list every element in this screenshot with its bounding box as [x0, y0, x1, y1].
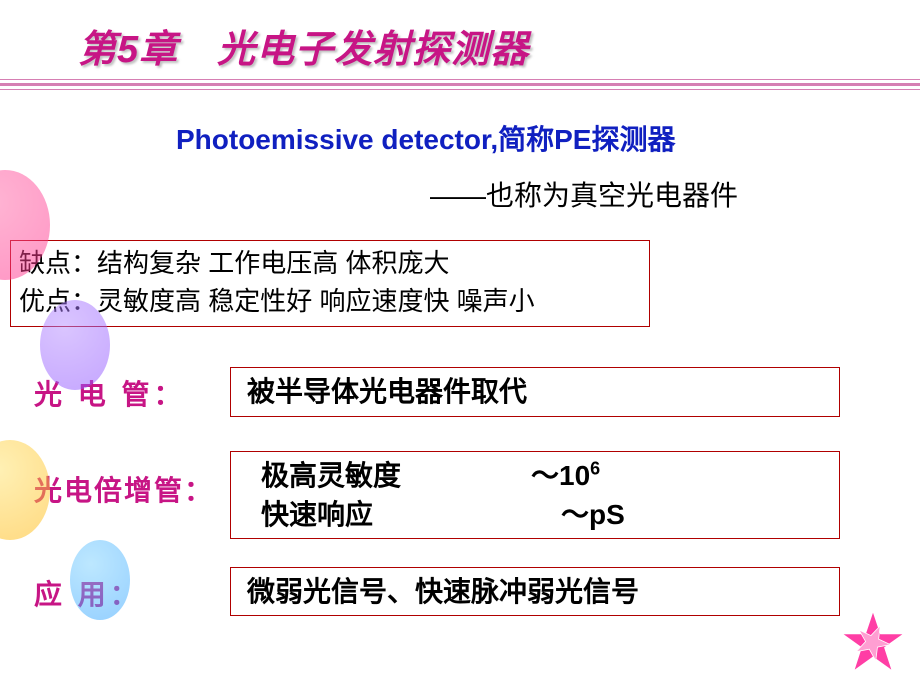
balloon-decoration [40, 300, 110, 390]
row-phototube: 光 电 管： 被半导体光电器件取代 [0, 367, 920, 416]
star-decoration [838, 607, 908, 682]
pros-cons-box: 缺点：结构复杂 工作电压高 体积庞大 优点：灵敏度高 稳定性好 响应速度快 噪声… [10, 240, 650, 327]
label-phototube: 光 电 管： [0, 367, 230, 413]
content-pmt: 极高灵敏度 ～106 快速响应 ～pS [230, 451, 840, 539]
cons-line: 缺点：结构复杂 工作电压高 体积庞大 [19, 245, 641, 283]
subtitle-alias: ——也称为真空光电器件 [430, 174, 920, 214]
page-title: 第5章 光电子发射探测器 [78, 18, 920, 73]
row-application: 应 用： 微弱光信号、快速脉冲弱光信号 [0, 567, 920, 616]
title-rules [0, 79, 920, 90]
content-phototube: 被半导体光电器件取代 [230, 367, 840, 416]
pros-line: 优点：灵敏度高 稳定性好 响应速度快 噪声小 [19, 283, 641, 321]
pmt-response-label: 快速响应 [261, 495, 531, 534]
content-application: 微弱光信号、快速脉冲弱光信号 [230, 567, 840, 616]
pmt-sensitivity-value: ～106 [531, 456, 681, 495]
pmt-sensitivity-label: 极高灵敏度 [261, 456, 531, 495]
balloon-decoration [70, 540, 130, 620]
pmt-response-value: ～pS [531, 495, 681, 534]
subtitle-english: Photoemissive detector,简称PE探测器 [176, 118, 920, 158]
row-pmt: 光电倍增管： 极高灵敏度 ～106 快速响应 ～pS [0, 451, 920, 539]
